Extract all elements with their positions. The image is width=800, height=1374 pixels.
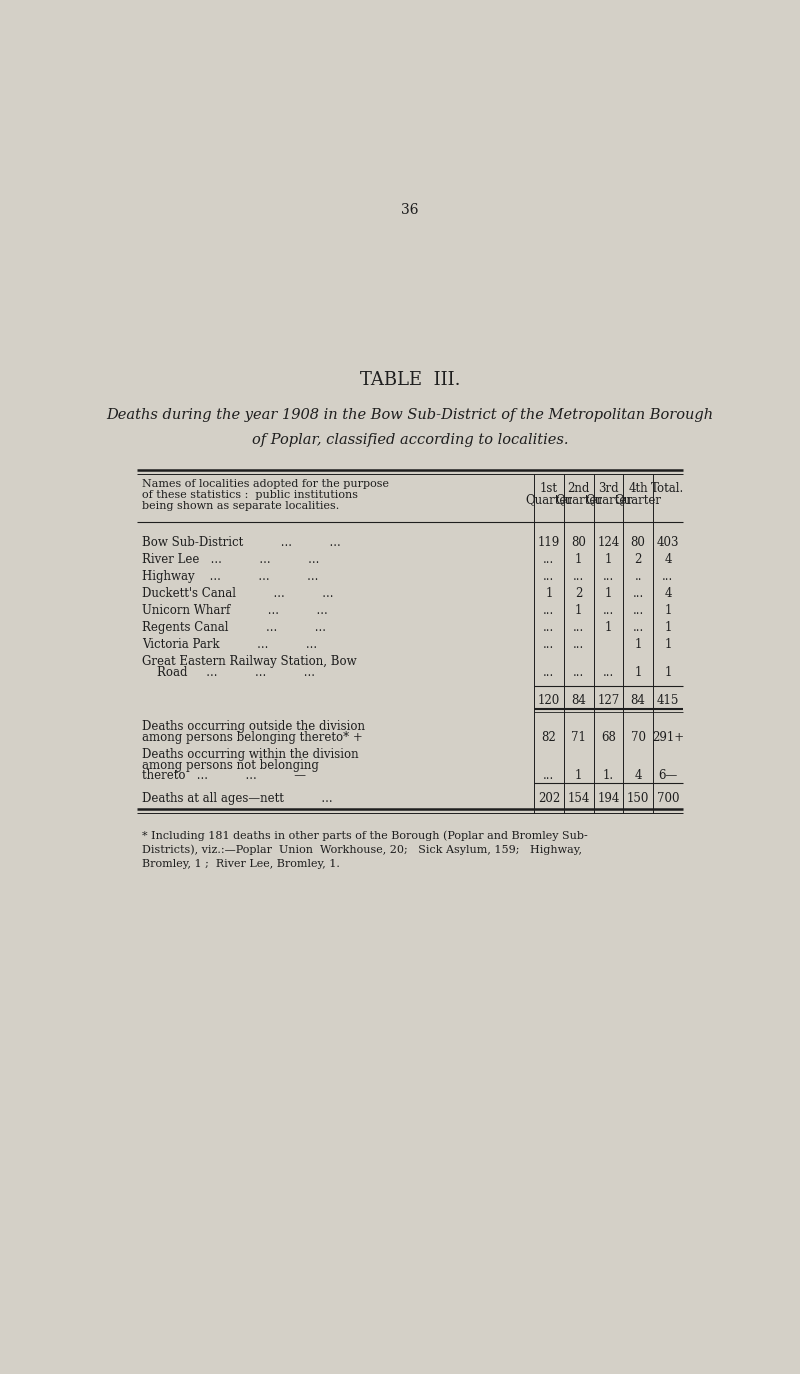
Text: Total.: Total. bbox=[651, 482, 685, 495]
Text: 1: 1 bbox=[634, 638, 642, 651]
Text: 1: 1 bbox=[575, 552, 582, 566]
Text: 700: 700 bbox=[657, 793, 679, 805]
Text: 80: 80 bbox=[630, 536, 646, 550]
Text: Highway    ...          ...          ...: Highway ... ... ... bbox=[142, 570, 318, 583]
Text: among persons not belonging: among persons not belonging bbox=[142, 758, 318, 772]
Text: ...: ... bbox=[543, 570, 554, 583]
Text: Bromley, 1 ;  River Lee, Bromley, 1.: Bromley, 1 ; River Lee, Bromley, 1. bbox=[142, 859, 340, 868]
Text: ...: ... bbox=[543, 638, 554, 651]
Text: 2: 2 bbox=[634, 552, 642, 566]
Text: 1: 1 bbox=[605, 621, 612, 633]
Text: ...: ... bbox=[633, 587, 644, 600]
Text: 1.: 1. bbox=[603, 769, 614, 782]
Text: 4: 4 bbox=[664, 587, 672, 600]
Text: 84: 84 bbox=[571, 694, 586, 706]
Text: ...: ... bbox=[543, 621, 554, 633]
Text: ...: ... bbox=[543, 552, 554, 566]
Text: Deaths at all ages—nett          ...: Deaths at all ages—nett ... bbox=[142, 793, 333, 805]
Text: 1: 1 bbox=[664, 621, 672, 633]
Text: 68: 68 bbox=[601, 731, 616, 743]
Text: 84: 84 bbox=[630, 694, 646, 706]
Text: being shown as separate localities.: being shown as separate localities. bbox=[142, 500, 339, 511]
Text: 1: 1 bbox=[664, 666, 672, 679]
Text: Regents Canal          ...          ...: Regents Canal ... ... bbox=[142, 621, 326, 633]
Text: ...: ... bbox=[543, 769, 554, 782]
Text: 4: 4 bbox=[664, 552, 672, 566]
Text: ...: ... bbox=[573, 666, 584, 679]
Text: Districts), viz.:—Poplar  Union  Workhouse, 20;   Sick Asylum, 159;   Highway,: Districts), viz.:—Poplar Union Workhouse… bbox=[142, 845, 582, 856]
Text: of Poplar, classified according to localities.: of Poplar, classified according to local… bbox=[252, 433, 568, 447]
Text: 1: 1 bbox=[605, 587, 612, 600]
Text: 1: 1 bbox=[634, 666, 642, 679]
Text: River Lee   ...          ...          ...: River Lee ... ... ... bbox=[142, 552, 319, 566]
Text: 1: 1 bbox=[575, 769, 582, 782]
Text: TABLE  III.: TABLE III. bbox=[360, 371, 460, 389]
Text: 291+: 291+ bbox=[652, 731, 684, 743]
Text: ...: ... bbox=[573, 638, 584, 651]
Text: 1: 1 bbox=[605, 552, 612, 566]
Text: Quarter: Quarter bbox=[526, 493, 572, 506]
Text: 6—: 6— bbox=[658, 769, 678, 782]
Text: 124: 124 bbox=[598, 536, 619, 550]
Text: 127: 127 bbox=[598, 694, 619, 706]
Text: 3rd: 3rd bbox=[598, 482, 618, 495]
Text: Victoria Park          ...          ...: Victoria Park ... ... bbox=[142, 638, 317, 651]
Text: 415: 415 bbox=[657, 694, 679, 706]
Text: ...: ... bbox=[633, 603, 644, 617]
Text: ...: ... bbox=[602, 603, 614, 617]
Text: 70: 70 bbox=[630, 731, 646, 743]
Text: 2nd: 2nd bbox=[567, 482, 590, 495]
Text: Quarter: Quarter bbox=[585, 493, 632, 506]
Text: 120: 120 bbox=[538, 694, 560, 706]
Text: 154: 154 bbox=[567, 793, 590, 805]
Text: ..: .. bbox=[634, 570, 642, 583]
Text: 2: 2 bbox=[575, 587, 582, 600]
Text: 119: 119 bbox=[538, 536, 560, 550]
Text: 82: 82 bbox=[542, 731, 556, 743]
Text: 194: 194 bbox=[598, 793, 619, 805]
Text: * Including 181 deaths in other parts of the Borough (Poplar and Bromley Sub-: * Including 181 deaths in other parts of… bbox=[142, 831, 587, 841]
Text: ...: ... bbox=[662, 570, 674, 583]
Text: 71: 71 bbox=[571, 731, 586, 743]
Text: Names of localities adopted for the purpose: Names of localities adopted for the purp… bbox=[142, 480, 389, 489]
Text: 4th: 4th bbox=[628, 482, 648, 495]
Text: 403: 403 bbox=[657, 536, 679, 550]
Text: Bow Sub-District          ...          ...: Bow Sub-District ... ... bbox=[142, 536, 341, 550]
Text: 1: 1 bbox=[664, 603, 672, 617]
Text: Road     ...          ...          ...: Road ... ... ... bbox=[142, 666, 315, 679]
Text: Quarter: Quarter bbox=[614, 493, 662, 506]
Text: 150: 150 bbox=[627, 793, 650, 805]
Text: ...: ... bbox=[602, 570, 614, 583]
Text: Deaths occurring within the division: Deaths occurring within the division bbox=[142, 747, 358, 761]
Text: Duckett's Canal          ...          ...: Duckett's Canal ... ... bbox=[142, 587, 334, 600]
Text: 1: 1 bbox=[664, 638, 672, 651]
Text: ...: ... bbox=[543, 603, 554, 617]
Text: 36: 36 bbox=[402, 203, 418, 217]
Text: ...: ... bbox=[573, 621, 584, 633]
Text: Unicorn Wharf          ...          ...: Unicorn Wharf ... ... bbox=[142, 603, 328, 617]
Text: 1st: 1st bbox=[540, 482, 558, 495]
Text: ...: ... bbox=[573, 570, 584, 583]
Text: among persons belonging thereto* +: among persons belonging thereto* + bbox=[142, 731, 362, 743]
Text: Quarter: Quarter bbox=[555, 493, 602, 506]
Text: ...: ... bbox=[543, 666, 554, 679]
Text: of these statistics :  public institutions: of these statistics : public institution… bbox=[142, 489, 358, 500]
Text: Deaths occurring outside the division: Deaths occurring outside the division bbox=[142, 720, 365, 734]
Text: thereto   ...          ...          —: thereto ... ... — bbox=[142, 769, 306, 782]
Text: Great Eastern Railway Station, Bow: Great Eastern Railway Station, Bow bbox=[142, 654, 357, 668]
Text: 80: 80 bbox=[571, 536, 586, 550]
Text: 202: 202 bbox=[538, 793, 560, 805]
Text: Deaths during the year 1908 in the Bow Sub-District of the Metropolitan Borough: Deaths during the year 1908 in the Bow S… bbox=[106, 408, 714, 422]
Text: 1: 1 bbox=[575, 603, 582, 617]
Text: ...: ... bbox=[602, 666, 614, 679]
Text: ...: ... bbox=[633, 621, 644, 633]
Text: 4: 4 bbox=[634, 769, 642, 782]
Text: 1: 1 bbox=[545, 587, 553, 600]
